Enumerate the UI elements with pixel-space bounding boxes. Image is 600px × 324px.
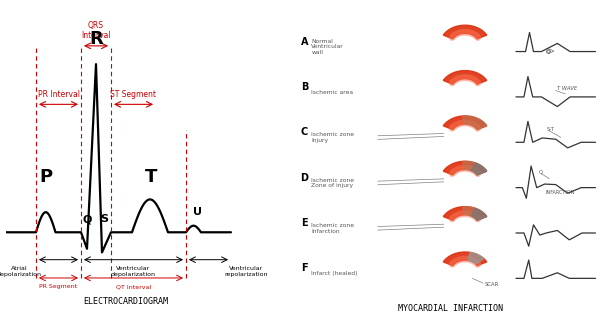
Text: PR Segment: PR Segment xyxy=(40,284,77,289)
Text: Ischemic zone
Zone of injury: Ischemic zone Zone of injury xyxy=(311,178,355,189)
Text: PR Interval: PR Interval xyxy=(37,90,79,99)
Text: T WAVE: T WAVE xyxy=(557,86,578,91)
Polygon shape xyxy=(443,207,487,220)
Text: MYOCARDIAL INFARCTION: MYOCARDIAL INFARCTION xyxy=(398,305,503,313)
Text: SCAR: SCAR xyxy=(485,282,499,286)
Polygon shape xyxy=(471,163,487,175)
Text: Infarct (healed): Infarct (healed) xyxy=(311,271,358,276)
Text: INFARCTION: INFARCTION xyxy=(545,190,574,195)
Polygon shape xyxy=(463,116,487,130)
Polygon shape xyxy=(443,252,487,266)
Text: A: A xyxy=(301,37,308,47)
Polygon shape xyxy=(443,25,487,39)
Text: R: R xyxy=(90,30,103,48)
Text: QRS
Interval: QRS Interval xyxy=(81,21,111,40)
Text: ST Segment: ST Segment xyxy=(110,90,157,99)
Text: QT Interval: QT Interval xyxy=(116,284,151,289)
Text: Ischemic zone
Injury: Ischemic zone Injury xyxy=(311,132,355,143)
Text: E: E xyxy=(301,218,308,228)
Text: Ischemic area: Ischemic area xyxy=(311,90,353,95)
Polygon shape xyxy=(471,208,487,220)
Text: D: D xyxy=(301,173,308,183)
Text: Q: Q xyxy=(538,169,542,174)
Polygon shape xyxy=(468,252,484,264)
Text: Ischemic zone
Infarction: Ischemic zone Infarction xyxy=(311,223,355,234)
Text: Ventricular
depolarization: Ventricular depolarization xyxy=(111,266,156,277)
Text: S: S xyxy=(100,214,108,225)
Text: F: F xyxy=(301,263,308,273)
Text: S-T: S-T xyxy=(546,127,554,132)
Text: U: U xyxy=(193,207,202,217)
Text: T: T xyxy=(145,168,157,186)
Text: ELECTROCARDIOGRAM: ELECTROCARDIOGRAM xyxy=(83,297,169,307)
Text: Atrial
depolarization: Atrial depolarization xyxy=(0,266,42,277)
Text: Normal
Ventricular
wall: Normal Ventricular wall xyxy=(311,39,344,55)
Polygon shape xyxy=(443,161,487,175)
Text: P: P xyxy=(39,168,52,186)
Polygon shape xyxy=(463,207,487,220)
Text: Ventricular
repolarization: Ventricular repolarization xyxy=(224,266,268,277)
Text: Q: Q xyxy=(83,214,92,225)
Polygon shape xyxy=(443,71,487,84)
Polygon shape xyxy=(443,116,487,130)
Text: C: C xyxy=(301,127,308,137)
Text: B: B xyxy=(301,82,308,92)
Polygon shape xyxy=(463,161,487,175)
